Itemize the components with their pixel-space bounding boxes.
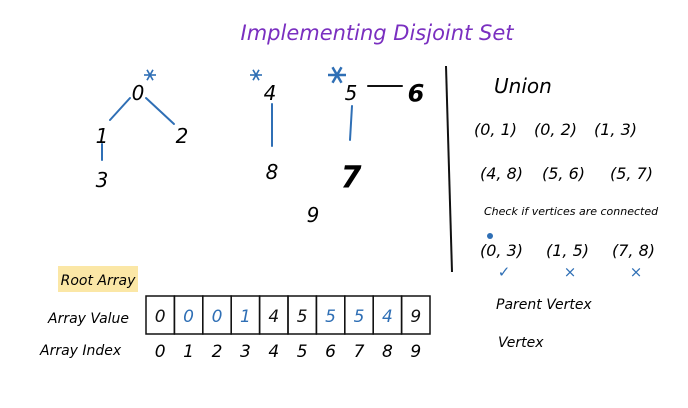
array-value: 5 [297,307,308,327]
union-pair: (1, 3) [594,120,637,139]
edge-n0-n1 [109,97,131,121]
root-star-icon [144,69,156,81]
union-list: (0, 1) (0, 2) (1, 3) (4, 8) (5, 6) (5, 7) [474,120,653,183]
array-value: 9 [410,307,421,327]
node-8: 8 [266,160,279,184]
check-pair: (7, 8) [612,241,655,260]
array-value: 4 [382,307,393,327]
union-pair: (0, 2) [534,120,577,139]
array-value: 0 [183,307,194,327]
array-index: 6 [325,342,336,362]
edge-n5-n7 [349,105,353,141]
root-star-icon [328,66,346,84]
check-list: (0, 3) ✓ (1, 5) × (7, 8) × [480,241,655,281]
array-index: 8 [382,342,393,362]
node-5: 5 [345,81,358,105]
vertical-divider [445,65,453,273]
array-index: 7 [354,342,365,362]
array-value: 4 [268,307,279,327]
root-array-highlight [58,266,138,292]
node-1: 1 [96,124,109,148]
array-index: 2 [212,342,223,362]
node-6: 6 [408,79,425,107]
array-value: 5 [325,307,336,327]
array-index: 9 [410,342,421,362]
tree-nodes: 01 2 3 4 8 5 6 79 [96,66,425,227]
check-pair: (0, 3) [480,241,523,260]
array-index: 1 [183,342,194,362]
node-4: 4 [264,81,277,105]
check-heading: Check if vertices are connected [484,205,659,218]
union-pair: (5, 7) [610,164,653,183]
array-value: 1 [240,307,251,327]
union-heading: Union [494,74,552,98]
array-index: 0 [155,342,166,362]
node-7: 7 [341,161,362,196]
cross-mark-icon: × [564,263,577,281]
array-value: 5 [354,307,365,327]
page-title: Implementing Disjoint Set [241,21,515,45]
root-star-icon [250,69,262,81]
union-pair: (5, 6) [542,164,585,183]
array-cell [400,295,431,335]
parent-vertex-label: Parent Vertex [496,297,592,313]
node-9: 9 [307,203,320,227]
cross-mark-icon: × [630,263,643,281]
array-value: 0 [212,307,223,327]
array-index: 5 [297,342,308,362]
array-index: 3 [240,342,251,362]
array-value: 0 [155,307,166,327]
node-3: 3 [96,168,109,192]
node-2: 2 [176,124,189,148]
tree-edges [101,85,403,161]
union-pair: (0, 1) [474,120,517,139]
check-pair: (1, 5) [546,241,589,260]
vertex-label: Vertex [498,335,544,351]
array-index: 4 [268,342,279,362]
root-array-label: Root Array [61,273,136,289]
check-mark-icon: ✓ [498,263,511,281]
node-0: 0 [132,81,145,105]
edge-n0-n2 [145,97,175,125]
highlight-dot [487,233,493,239]
array-index-label: Array Index [39,343,122,359]
array-value-label: Array Value [47,311,129,327]
union-pair: (4, 8) [480,164,523,183]
